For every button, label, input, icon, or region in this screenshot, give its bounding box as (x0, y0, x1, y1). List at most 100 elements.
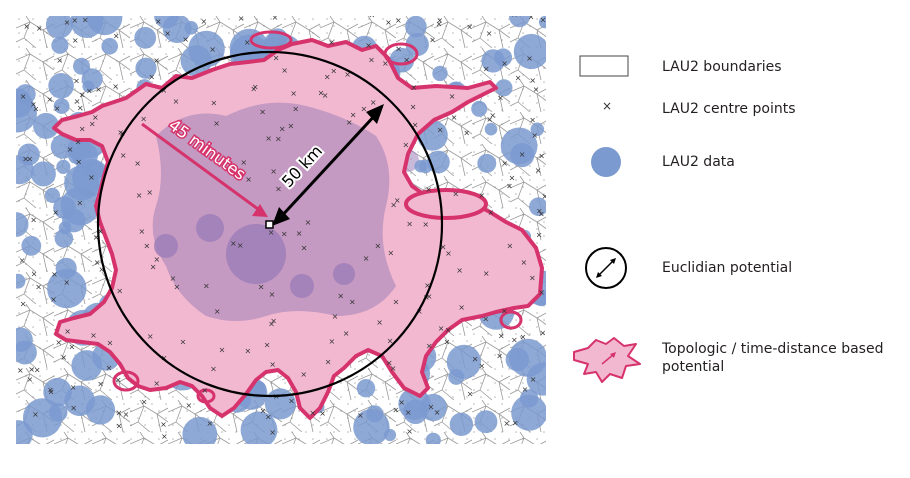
lau2-centre-point: × (90, 331, 97, 340)
lau2-centre-point: × (422, 220, 429, 229)
lau2-centre-point: × (322, 91, 329, 100)
lau2-data-circle (229, 28, 269, 68)
lau2-centre-point: × (529, 116, 536, 125)
lau2-centre-point: × (93, 233, 100, 242)
lau2-data-circle (477, 153, 497, 173)
x-marker-icon: × (566, 84, 646, 144)
legend-item-centres: × LAU2 centre points (566, 84, 906, 144)
lau2-centre-point: × (281, 66, 288, 75)
lau2-centre-point: × (54, 104, 61, 113)
lau2-centre-point: × (503, 419, 510, 428)
lau2-centre-point: × (365, 41, 372, 50)
lau2-data-circle (538, 16, 546, 29)
lau2-centre-point: × (116, 287, 123, 296)
lau2-data-circle (33, 112, 60, 139)
lau2-centre-point: × (77, 103, 84, 112)
lau2-centre-point: × (164, 29, 171, 38)
map-panel: × × × × × × × × × × × × × × × × × × × × × × × × × × × × × × × × × × × × × × × ×… (16, 16, 546, 444)
centre-square-marker (265, 220, 274, 229)
lau2-centre-point: × (64, 18, 71, 27)
lau2-centre-point: × (394, 196, 401, 205)
lau2-centre-point: × (134, 159, 141, 168)
lau2-centre-point: × (70, 383, 77, 392)
lau2-centre-point: × (28, 365, 35, 374)
lau2-data-circle (85, 395, 116, 425)
lau2-centre-point: × (361, 105, 368, 114)
lau2-centre-point: × (50, 295, 57, 304)
lau2-centre-point: × (398, 398, 405, 407)
lau2-centre-point: × (259, 107, 266, 116)
lau2-centre-point: × (288, 121, 295, 130)
time-arrow (141, 122, 268, 217)
lau2-centre-point: × (136, 191, 143, 200)
lau2-data-circle (16, 420, 33, 444)
lau2-centre-point: × (406, 427, 413, 436)
lau2-centre-point: × (412, 121, 419, 130)
lau2-data-circle (54, 229, 74, 248)
lau2-data-circle (529, 197, 546, 216)
lau2-data-circle (48, 73, 74, 99)
lau2-centre-point: × (264, 341, 271, 350)
circle-arrow-icon (566, 240, 646, 300)
lau2-centre-point: × (519, 150, 526, 159)
lau2-centre-point: × (153, 56, 160, 65)
lau2-data-circle (471, 100, 488, 117)
lau2-centre-point: × (173, 97, 180, 106)
lau2-centre-point: × (237, 241, 244, 250)
lau2-centre-point: × (64, 327, 71, 336)
lau2-centre-point: × (472, 354, 479, 363)
lau2-data-circle (240, 411, 278, 444)
lau2-centre-point: × (437, 126, 444, 135)
lau2-centre-point: × (529, 76, 536, 85)
lau2-centre-point: × (368, 56, 375, 65)
lau2-centre-point: × (405, 408, 412, 417)
lau2-centre-point: × (116, 421, 123, 430)
lau2-centre-point: × (26, 155, 33, 164)
lau2-centre-point: × (425, 185, 432, 194)
pink-blob-icon (566, 330, 646, 390)
legend-item-data: LAU2 data (566, 138, 906, 198)
lau2-centre-point: × (67, 145, 74, 154)
lau2-data-circle (414, 159, 428, 173)
lau2-centre-point: × (449, 92, 456, 101)
lau2-centre-point: × (74, 97, 81, 106)
lau2-centre-point: × (94, 258, 101, 267)
blue-dot-icon (566, 138, 646, 198)
lau2-centre-point: × (350, 110, 357, 119)
lau2-centre-point: × (511, 336, 518, 345)
lau2-data-circle (81, 68, 103, 90)
lau2-centre-point: × (456, 266, 463, 275)
lau2-data-circle (134, 26, 157, 49)
lau2-centre-point: × (63, 278, 70, 287)
lau2-centre-point: × (531, 131, 538, 140)
lau2-data-circle (383, 428, 397, 442)
legend-label-data: LAU2 data (662, 154, 735, 170)
lau2-centre-point: × (329, 337, 336, 346)
legend-label-topologic: Topologic / time-distance based potentia… (662, 341, 884, 375)
lau2-data-circle (405, 32, 429, 57)
lau2-centre-point: × (240, 158, 247, 167)
lau2-centre-point: × (82, 16, 89, 25)
legend: LAU2 boundaries × LAU2 centre points LAU… (566, 40, 906, 460)
lau2-data-circle (484, 122, 498, 136)
lau2-centre-point: × (252, 83, 259, 92)
lau2-centre-point: × (410, 102, 417, 111)
lau2-centre-point: × (300, 370, 307, 379)
lau2-centre-point: × (73, 77, 80, 86)
radius-arrow (272, 104, 384, 226)
lau2-centre-point: × (265, 134, 272, 143)
lau2-centre-point: × (160, 420, 167, 429)
time-arrow-head-icon (252, 204, 268, 217)
lau2-centre-point: × (429, 35, 436, 44)
lau2-centre-point: × (501, 59, 508, 68)
lau2-centre-point: × (180, 338, 187, 347)
lau2-centre-point: × (538, 288, 545, 297)
lau2-data-circle (446, 344, 482, 380)
lau2-centre-point: × (23, 22, 30, 31)
lau2-centre-point: × (426, 292, 433, 301)
lau2-data-circle (509, 16, 530, 28)
lau2-centre-point: × (203, 282, 210, 291)
lau2-data-circle (135, 57, 157, 79)
lau2-data-circle (509, 338, 546, 377)
lau2-centre-point: × (97, 227, 104, 236)
